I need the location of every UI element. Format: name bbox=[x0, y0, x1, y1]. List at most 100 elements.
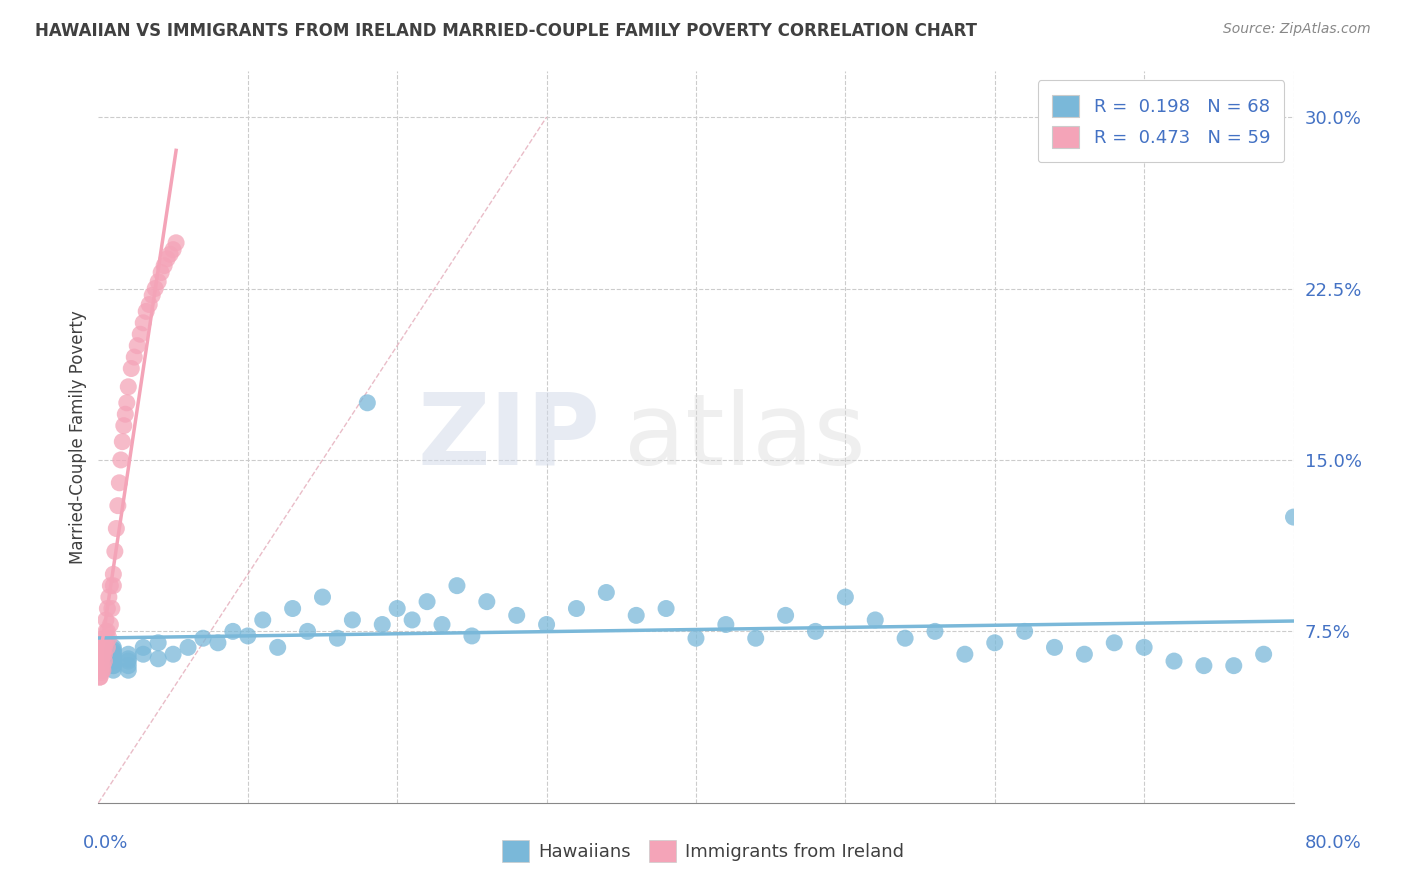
Point bbox=[475, 595, 498, 609]
Point bbox=[97, 590, 120, 604]
Point bbox=[506, 608, 529, 623]
Point bbox=[103, 647, 125, 661]
Point bbox=[112, 418, 135, 433]
Point bbox=[162, 243, 184, 257]
Legend: Hawaiians, Immigrants from Ireland: Hawaiians, Immigrants from Ireland bbox=[495, 833, 911, 870]
Point bbox=[103, 640, 125, 655]
Point bbox=[865, 613, 887, 627]
Point bbox=[104, 544, 127, 558]
Point bbox=[745, 632, 768, 646]
Point bbox=[117, 654, 139, 668]
Point bbox=[117, 658, 139, 673]
Point bbox=[103, 658, 125, 673]
Point bbox=[148, 275, 170, 289]
Text: 80.0%: 80.0% bbox=[1305, 834, 1361, 852]
Point bbox=[111, 434, 134, 449]
Point bbox=[89, 654, 111, 668]
Point bbox=[356, 396, 378, 410]
Point bbox=[834, 590, 856, 604]
Point bbox=[114, 407, 136, 421]
Point bbox=[120, 361, 142, 376]
Point bbox=[1104, 636, 1126, 650]
Point bbox=[162, 647, 184, 661]
Point bbox=[252, 613, 274, 627]
Point bbox=[446, 579, 468, 593]
Point bbox=[1253, 647, 1275, 661]
Point bbox=[101, 601, 124, 615]
Point bbox=[924, 624, 946, 639]
Text: HAWAIIAN VS IMMIGRANTS FROM IRELAND MARRIED-COUPLE FAMILY POVERTY CORRELATION CH: HAWAIIAN VS IMMIGRANTS FROM IRELAND MARR… bbox=[35, 22, 977, 40]
Point bbox=[685, 632, 707, 646]
Point bbox=[117, 647, 139, 661]
Point bbox=[655, 601, 678, 615]
Point bbox=[103, 663, 125, 677]
Point bbox=[93, 640, 115, 655]
Point bbox=[371, 617, 394, 632]
Point bbox=[326, 632, 349, 646]
Point bbox=[1133, 640, 1156, 655]
Point bbox=[129, 327, 152, 342]
Point bbox=[132, 316, 155, 330]
Point bbox=[385, 601, 409, 615]
Point bbox=[953, 647, 976, 661]
Point bbox=[90, 647, 112, 661]
Point bbox=[93, 632, 115, 646]
Point bbox=[93, 647, 115, 661]
Point bbox=[90, 665, 112, 680]
Point bbox=[91, 640, 114, 655]
Point bbox=[1223, 658, 1246, 673]
Text: ZIP: ZIP bbox=[418, 389, 600, 485]
Point bbox=[124, 350, 146, 364]
Point bbox=[626, 608, 648, 623]
Point bbox=[89, 658, 111, 673]
Point bbox=[103, 567, 125, 582]
Point bbox=[91, 658, 114, 673]
Point bbox=[127, 338, 149, 352]
Point bbox=[98, 617, 122, 632]
Point bbox=[267, 640, 290, 655]
Text: 0.0%: 0.0% bbox=[83, 834, 128, 852]
Point bbox=[90, 654, 112, 668]
Point bbox=[536, 617, 558, 632]
Point bbox=[775, 608, 797, 623]
Point bbox=[91, 636, 114, 650]
Point bbox=[135, 304, 157, 318]
Point bbox=[110, 453, 132, 467]
Point bbox=[984, 636, 1007, 650]
Point bbox=[107, 499, 129, 513]
Point bbox=[103, 658, 125, 673]
Point bbox=[1192, 658, 1215, 673]
Point bbox=[93, 654, 115, 668]
Point bbox=[177, 640, 200, 655]
Point bbox=[148, 636, 170, 650]
Point bbox=[115, 396, 138, 410]
Point bbox=[138, 297, 160, 311]
Point bbox=[89, 670, 111, 684]
Point bbox=[105, 521, 128, 535]
Point bbox=[91, 663, 114, 677]
Point bbox=[117, 652, 139, 666]
Point bbox=[94, 613, 117, 627]
Text: atlas: atlas bbox=[624, 389, 866, 485]
Point bbox=[103, 645, 125, 659]
Legend: R =  0.198   N = 68, R =  0.473   N = 59: R = 0.198 N = 68, R = 0.473 N = 59 bbox=[1038, 80, 1285, 162]
Point bbox=[90, 658, 112, 673]
Point bbox=[89, 663, 111, 677]
Point bbox=[108, 475, 131, 490]
Y-axis label: Married-Couple Family Poverty: Married-Couple Family Poverty bbox=[69, 310, 87, 564]
Point bbox=[98, 579, 122, 593]
Point bbox=[117, 380, 139, 394]
Point bbox=[311, 590, 333, 604]
Point bbox=[132, 647, 155, 661]
Point bbox=[894, 632, 917, 646]
Point bbox=[1043, 640, 1066, 655]
Point bbox=[103, 654, 125, 668]
Point bbox=[1014, 624, 1036, 639]
Point bbox=[1073, 647, 1095, 661]
Point bbox=[117, 663, 139, 677]
Point bbox=[159, 247, 181, 261]
Point bbox=[94, 624, 117, 639]
Point bbox=[90, 652, 112, 666]
Point bbox=[143, 281, 166, 295]
Point bbox=[1163, 654, 1185, 668]
